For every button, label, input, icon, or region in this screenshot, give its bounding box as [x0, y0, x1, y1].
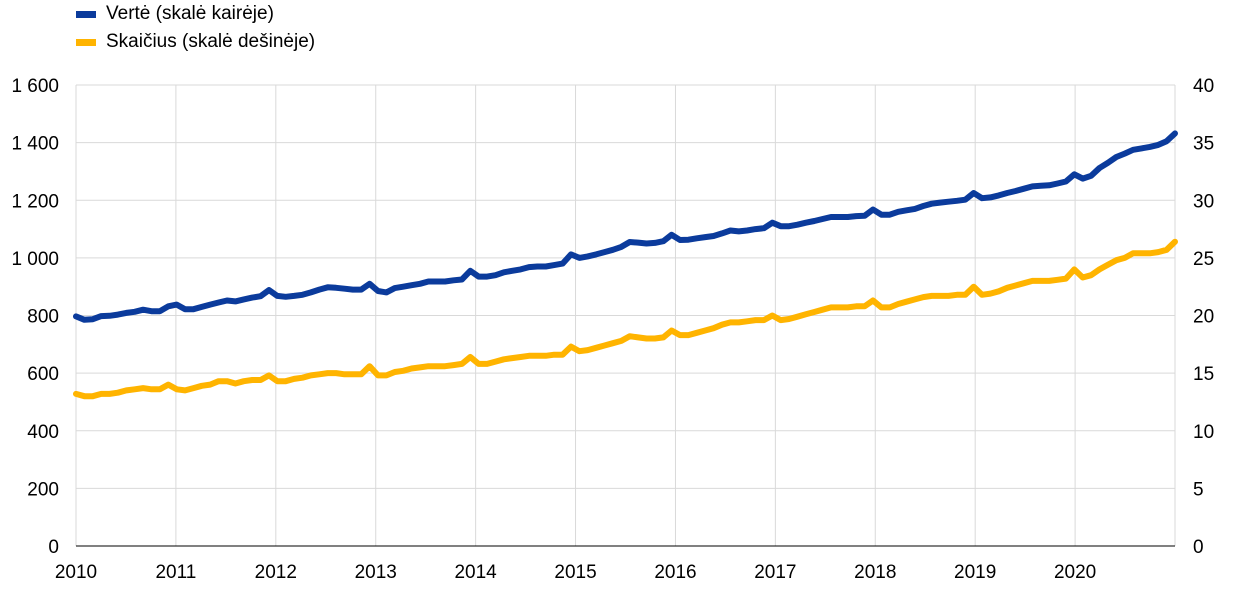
- right-tick-label: 15: [1193, 364, 1214, 385]
- left-tick-label: 200: [27, 479, 59, 500]
- legend-label-value: Vertė (skalė kairėje): [106, 3, 274, 24]
- left-axis-ticks: 0 200 400 600 800 1 000 1 200 1 400 1 600: [11, 76, 59, 558]
- left-tick-label: 1 000: [11, 249, 59, 270]
- grid: [75, 84, 1176, 546]
- x-tick-label: 2017: [754, 562, 796, 583]
- right-tick-label: 25: [1193, 249, 1214, 270]
- right-tick-label: 30: [1193, 191, 1214, 212]
- series-line-count: [73, 238, 1178, 400]
- left-tick-label: 0: [48, 537, 59, 558]
- x-tick-label: 2018: [854, 562, 896, 583]
- x-tick-label: 2012: [255, 562, 297, 583]
- right-axis-ticks: 0 5 10 15 20 25 30 35 40: [1193, 76, 1214, 558]
- right-tick-label: 0: [1193, 537, 1204, 558]
- x-tick-label: 2020: [1054, 562, 1096, 583]
- left-tick-label: 400: [27, 422, 59, 443]
- x-tick-label: 2010: [55, 562, 97, 583]
- legend-swatch-value: [76, 10, 96, 18]
- series-lines: [73, 130, 1178, 400]
- left-tick-label: 600: [27, 364, 59, 385]
- right-tick-label: 35: [1193, 134, 1214, 155]
- legend: Vertė (skalė kairėje) Skaičius (skalė de…: [76, 0, 315, 56]
- x-tick-label: 2019: [954, 562, 996, 583]
- legend-label-count: Skaičius (skalė dešinėje): [106, 31, 316, 52]
- legend-swatch-count: [76, 38, 96, 46]
- left-tick-label: 1 400: [11, 134, 59, 155]
- x-tick-label: 2013: [355, 562, 397, 583]
- left-tick-label: 800: [27, 307, 59, 328]
- x-tick-label: 2011: [155, 562, 196, 583]
- x-axis-ticks: 2010 2011 2012 2013 2014 2015 2016 2017 2018 2019…: [55, 562, 1096, 583]
- left-tick-label: 1 600: [11, 76, 59, 97]
- right-tick-label: 40: [1193, 76, 1214, 97]
- series-line-value: [73, 130, 1178, 323]
- x-tick-label: 2015: [554, 562, 596, 583]
- right-tick-label: 5: [1193, 479, 1204, 500]
- legend-item-value: Vertė (skalė kairėje): [76, 0, 315, 28]
- legend-item-count: Skaičius (skalė dešinėje): [76, 28, 315, 56]
- left-tick-label: 1 200: [11, 191, 59, 212]
- right-tick-label: 20: [1193, 307, 1214, 328]
- right-tick-label: 10: [1193, 422, 1214, 443]
- x-tick-label: 2016: [654, 562, 696, 583]
- x-tick-label: 2014: [454, 562, 497, 583]
